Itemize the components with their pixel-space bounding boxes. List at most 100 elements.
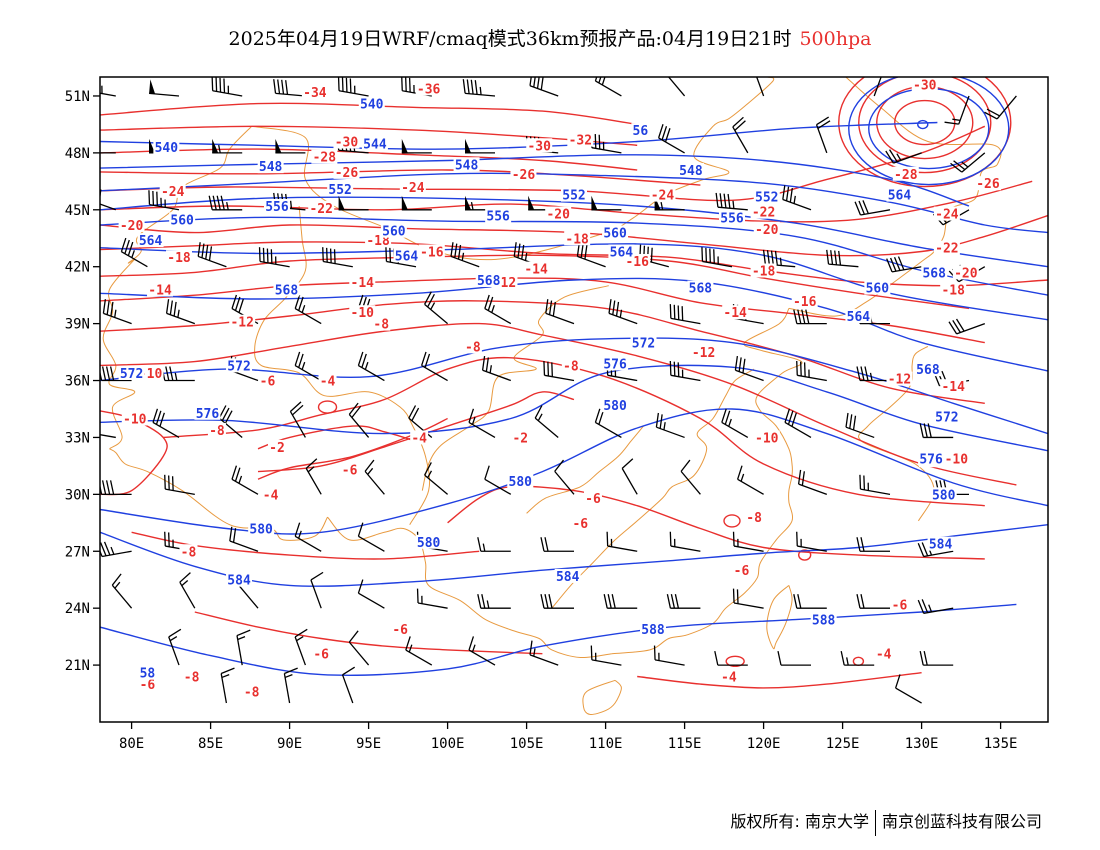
temperature-contour bbox=[637, 672, 922, 689]
temperature-contour-label: -28 bbox=[894, 168, 918, 183]
wind-barb bbox=[777, 650, 811, 666]
temperature-contour-label: -6 bbox=[260, 375, 276, 390]
lon-tick-label: 135E bbox=[984, 736, 1018, 752]
wind-barb bbox=[529, 640, 559, 666]
height-contour-label: 552 bbox=[562, 189, 585, 204]
lon-tick-label: 105E bbox=[510, 736, 544, 752]
wind-barb bbox=[197, 242, 227, 268]
temperature-contour-label: -22 bbox=[935, 242, 958, 257]
lat-tick-label: 24N bbox=[65, 601, 90, 617]
lat-tick-label: 36N bbox=[65, 374, 90, 390]
wind-barb bbox=[701, 247, 733, 268]
lat-tick-label: 27N bbox=[65, 544, 90, 560]
footer-org-nju: 南京大学 bbox=[804, 812, 869, 831]
wind-barb bbox=[734, 355, 764, 382]
temperature-contour-label: -16 bbox=[420, 246, 444, 261]
wind-barb bbox=[714, 650, 748, 666]
lat-tick-label: 30N bbox=[65, 487, 90, 503]
wind-barb bbox=[462, 79, 496, 97]
height-contour-label: 564 bbox=[847, 310, 871, 325]
lat-tick-label: 51N bbox=[65, 89, 90, 105]
wind-barb bbox=[669, 304, 701, 325]
temperature-contour-label: -16 bbox=[625, 255, 649, 270]
wind-barb bbox=[100, 433, 116, 439]
wind-barb bbox=[594, 77, 622, 97]
height-contour bbox=[100, 603, 1017, 676]
wind-barb bbox=[168, 628, 182, 666]
temperature-contour-label: -4 bbox=[263, 488, 279, 503]
temperature-contour-label: -10 bbox=[139, 367, 163, 382]
wind-barb bbox=[120, 237, 148, 268]
height-contour-label: 540 bbox=[360, 98, 384, 113]
wind-barb bbox=[477, 594, 511, 609]
temperature-contour-label: -22 bbox=[752, 206, 775, 221]
wind-barb bbox=[231, 465, 259, 495]
height-contour-label: 564 bbox=[610, 246, 634, 261]
lon-tick-label: 110E bbox=[589, 736, 623, 752]
wind-barb bbox=[179, 572, 196, 609]
lat-tick-label: 33N bbox=[65, 430, 90, 446]
wind-barb bbox=[590, 645, 622, 666]
height-contour bbox=[100, 337, 1048, 435]
wind-barb bbox=[721, 408, 749, 439]
height-contour-label: 556 bbox=[265, 200, 289, 215]
wind-barb bbox=[341, 666, 356, 704]
wind-barb bbox=[797, 469, 828, 495]
wind-barb bbox=[529, 77, 559, 97]
temperature-contour-label: -6 bbox=[140, 678, 156, 693]
temperature-contour-label: -6 bbox=[342, 464, 358, 479]
temperature-contour bbox=[100, 254, 970, 310]
border-line bbox=[582, 679, 622, 715]
cyclone-center bbox=[917, 119, 929, 130]
wind-barb bbox=[164, 474, 195, 495]
cyclone-temperature-ring bbox=[894, 99, 956, 146]
temperature-contour-label: -24 bbox=[651, 189, 675, 204]
temperature-contour-label: -6 bbox=[585, 492, 601, 507]
wind-barb bbox=[732, 531, 764, 552]
temperature-contour-label: -4 bbox=[320, 375, 336, 390]
wind-barb bbox=[357, 351, 385, 382]
wind-barb bbox=[554, 459, 575, 495]
wind-barb bbox=[348, 630, 370, 666]
temperature-cell bbox=[725, 655, 745, 667]
wind-barb bbox=[540, 594, 574, 609]
temperature-contour-label: -14 bbox=[941, 380, 965, 395]
temperature-contour-label: -32 bbox=[569, 134, 592, 149]
temperature-contour-label: -2 bbox=[512, 431, 528, 446]
wind-barb bbox=[220, 667, 235, 704]
wind-barb bbox=[796, 360, 827, 382]
wind-barb bbox=[796, 531, 827, 552]
temperature-contour-label: -26 bbox=[976, 177, 1000, 192]
wind-barb bbox=[608, 299, 638, 325]
lat-tick-label: 45N bbox=[65, 203, 90, 219]
temperature-contour-label: -18 bbox=[167, 251, 191, 266]
wind-barb bbox=[540, 537, 574, 552]
lon-tick-label: 95E bbox=[356, 736, 381, 752]
height-contour-label: 568 bbox=[922, 266, 946, 281]
temperature-contour-label: -6 bbox=[734, 564, 750, 579]
wind-barb bbox=[465, 138, 495, 154]
temperature-contour-label: -36 bbox=[417, 82, 441, 97]
temperature-contour-label: -10 bbox=[123, 412, 147, 427]
title-main: 2025年04月19日WRF/cmaq模式36km预报产品:04月19日21时 bbox=[228, 28, 792, 50]
wind-barb bbox=[950, 152, 986, 173]
temperature-contour-label: -8 bbox=[746, 511, 762, 526]
wind-barb bbox=[603, 594, 638, 609]
temperature-contour-label: -12 bbox=[888, 373, 911, 388]
height-contour-label: 552 bbox=[755, 191, 778, 206]
wind-barb bbox=[310, 571, 324, 609]
wind-barb bbox=[845, 412, 875, 439]
height-contour-label: 576 bbox=[919, 452, 943, 467]
height-contour-label: 544 bbox=[363, 137, 387, 152]
wind-barb bbox=[152, 408, 180, 439]
wind-barb bbox=[294, 294, 322, 325]
temperature-contour-label: -30 bbox=[335, 136, 359, 151]
temperature-contour-label: -10 bbox=[945, 452, 969, 467]
temperature-contour-label: -20 bbox=[120, 219, 144, 234]
temperature-contour-label: -4 bbox=[876, 648, 892, 663]
temperature-contour-label: -34 bbox=[303, 86, 327, 101]
wind-barb bbox=[621, 458, 638, 495]
border-line bbox=[254, 205, 431, 525]
temperature-contour-label: -6 bbox=[313, 648, 329, 663]
wind-barb bbox=[655, 412, 685, 439]
